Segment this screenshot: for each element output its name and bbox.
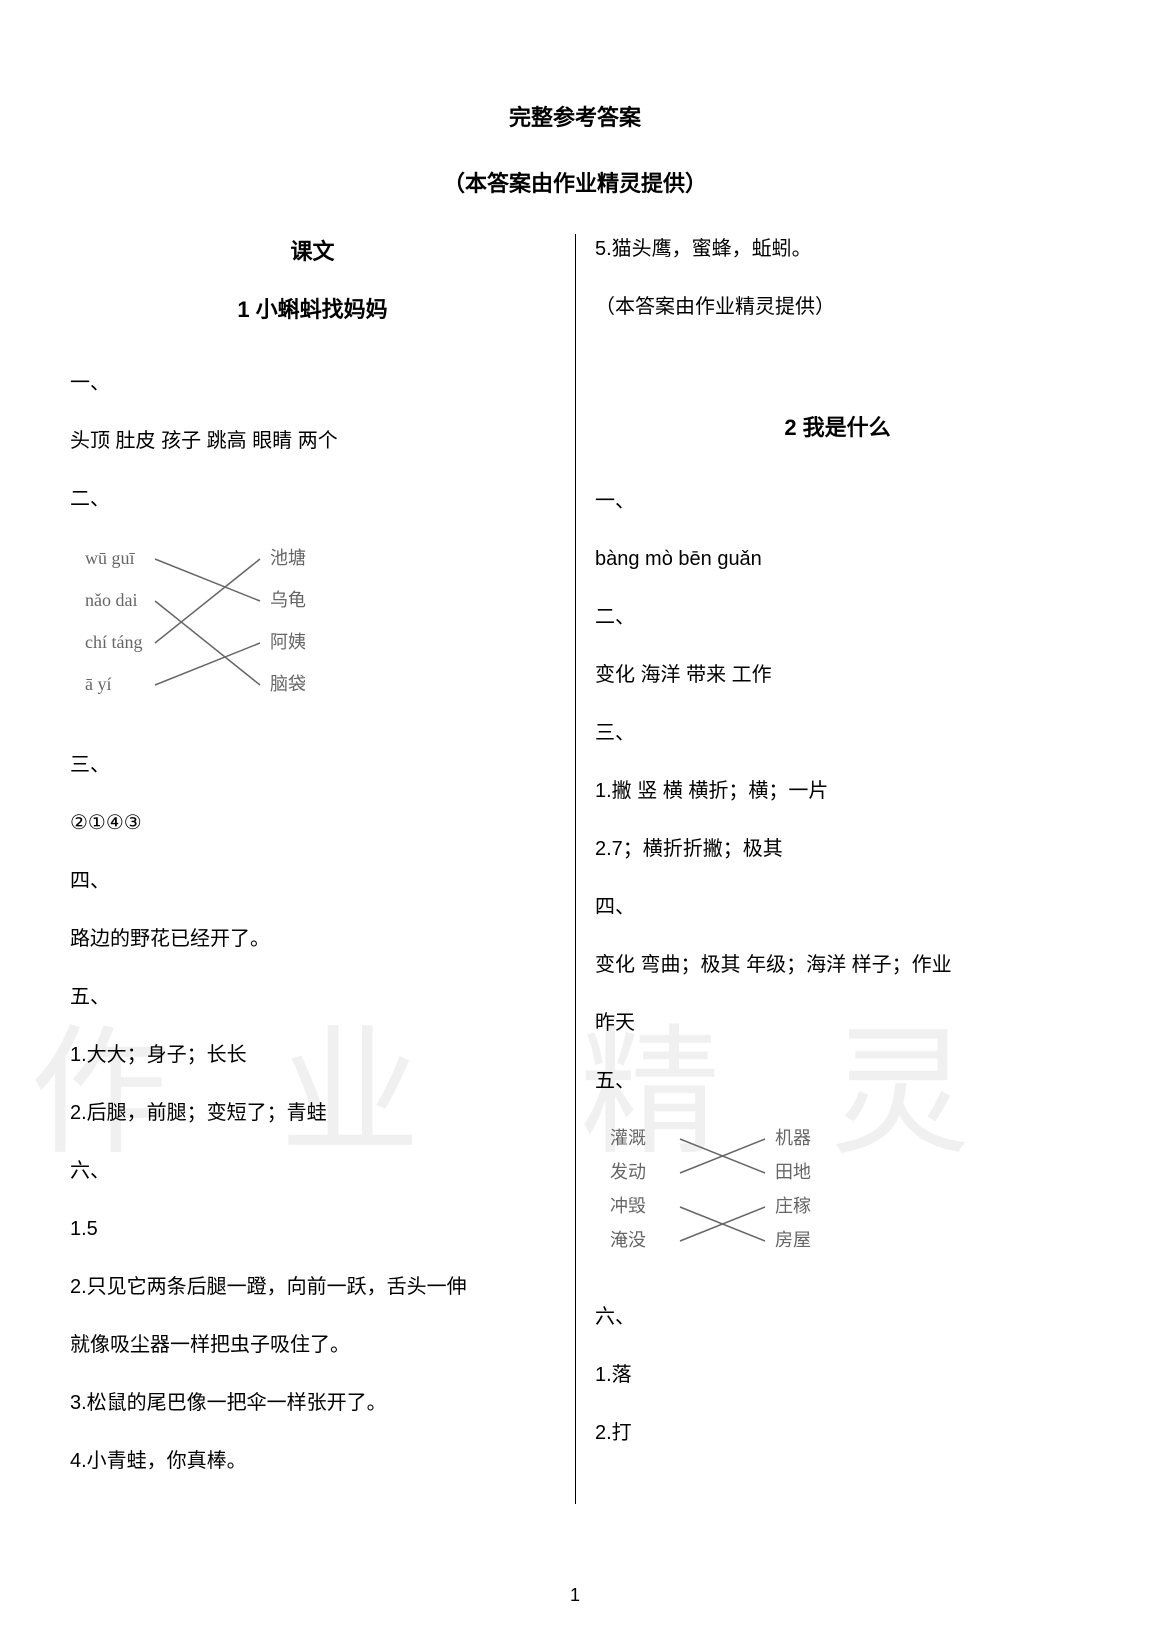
credit-line: （本答案由作业精灵提供） xyxy=(595,292,1080,322)
svg-text:房屋: 房屋 xyxy=(775,1230,811,1250)
lesson-title-1: 1 小蝌蚪找妈妈 xyxy=(70,292,555,324)
r-q5-label: 五、 xyxy=(595,1066,1080,1096)
r-q6-a1: 1.落 xyxy=(595,1360,1080,1390)
page-number: 1 xyxy=(570,1585,580,1606)
two-column-layout: 课文 1 小蝌蚪找妈妈 一、 头顶 肚皮 孩子 跳高 眼睛 两个 二、 wū g… xyxy=(70,234,1080,1504)
q6-a4: 4.小青蛙，你真棒。 xyxy=(70,1446,555,1476)
top-a5: 5.猫头鹰，蜜蜂，蚯蚓。 xyxy=(595,234,1080,264)
svg-text:ā yí: ā yí xyxy=(85,674,112,694)
matching-svg-1: wū guī nǎo dai chí táng ā yí 池塘乌龟阿姨脑袋 xyxy=(70,542,330,722)
svg-text:庄稼: 庄稼 xyxy=(775,1196,811,1216)
q3-label: 三、 xyxy=(70,750,555,780)
q6-a1: 1.5 xyxy=(70,1214,555,1244)
r-q2-answer: 变化 海洋 带来 工作 xyxy=(595,660,1080,690)
r-q2-label: 二、 xyxy=(595,602,1080,632)
r-q1-label: 一、 xyxy=(595,486,1080,516)
page-header: 完整参考答案 （本答案由作业精灵提供） xyxy=(70,100,1080,198)
svg-text:chí táng: chí táng xyxy=(85,632,142,652)
column-divider xyxy=(575,234,576,1504)
q1-answer: 头顶 肚皮 孩子 跳高 眼睛 两个 xyxy=(70,426,555,456)
matching-svg-2: 灌溉发动冲毁淹没 机器田地庄稼房屋 xyxy=(595,1124,855,1274)
svg-text:阿姨: 阿姨 xyxy=(270,632,306,652)
r-q4-answer: 变化 弯曲；极其 年级；海洋 样子；作业 xyxy=(595,950,1080,980)
matching-exercise-1: wū guī nǎo dai chí táng ā yí 池塘乌龟阿姨脑袋 xyxy=(70,542,555,722)
svg-text:田地: 田地 xyxy=(775,1162,811,1182)
svg-text:冲毁: 冲毁 xyxy=(610,1196,646,1216)
r-q3-a1: 1.撇 竖 横 横折；横；一片 xyxy=(595,776,1080,806)
r-q4-label: 四、 xyxy=(595,892,1080,922)
svg-text:乌龟: 乌龟 xyxy=(270,590,306,610)
q2-label: 二、 xyxy=(70,484,555,514)
svg-text:淹没: 淹没 xyxy=(610,1230,646,1250)
r-q6-a2: 2.打 xyxy=(595,1418,1080,1448)
main-title: 完整参考答案 xyxy=(70,100,1080,132)
r-q3-a2: 2.7；横折折撇；极其 xyxy=(595,834,1080,864)
subtitle: （本答案由作业精灵提供） xyxy=(70,166,1080,198)
section-heading: 课文 xyxy=(70,234,555,266)
q4-label: 四、 xyxy=(70,866,555,896)
q5-a2: 2.后腿，前腿；变短了；青蛙 xyxy=(70,1098,555,1128)
right-column: 5.猫头鹰，蜜蜂，蚯蚓。 （本答案由作业精灵提供） 2 我是什么 一、 bàng… xyxy=(575,234,1080,1504)
q3-answer: ②①④③ xyxy=(70,808,555,838)
svg-text:wū guī: wū guī xyxy=(85,548,135,568)
r-q6-label: 六、 xyxy=(595,1302,1080,1332)
spacer xyxy=(595,350,1080,410)
svg-text:nǎo dai: nǎo dai xyxy=(85,590,137,610)
matching-exercise-2: 灌溉发动冲毁淹没 机器田地庄稼房屋 xyxy=(595,1124,1080,1274)
q5-a1: 1.大大；身子；长长 xyxy=(70,1040,555,1070)
r-q4-answer-b: 昨天 xyxy=(595,1008,1080,1038)
q5-label: 五、 xyxy=(70,982,555,1012)
q1-label: 一、 xyxy=(70,368,555,398)
left-column: 课文 1 小蝌蚪找妈妈 一、 头顶 肚皮 孩子 跳高 眼睛 两个 二、 wū g… xyxy=(70,234,575,1504)
svg-text:脑袋: 脑袋 xyxy=(270,674,306,694)
r-q3-label: 三、 xyxy=(595,718,1080,748)
lesson-title-2: 2 我是什么 xyxy=(595,410,1080,442)
q6-a2b: 就像吸尘器一样把虫子吸住了。 xyxy=(70,1330,555,1360)
svg-text:机器: 机器 xyxy=(775,1128,811,1148)
q6-a3: 3.松鼠的尾巴像一把伞一样张开了。 xyxy=(70,1388,555,1418)
svg-text:池塘: 池塘 xyxy=(270,548,306,568)
svg-text:灌溉: 灌溉 xyxy=(610,1128,646,1148)
svg-text:发动: 发动 xyxy=(610,1162,646,1182)
q4-answer: 路边的野花已经开了。 xyxy=(70,924,555,954)
q6-a2: 2.只见它两条后腿一蹬，向前一跃，舌头一伸 xyxy=(70,1272,555,1302)
r-q1-answer: bàng mò bēn guǎn xyxy=(595,544,1080,574)
q6-label: 六、 xyxy=(70,1156,555,1186)
